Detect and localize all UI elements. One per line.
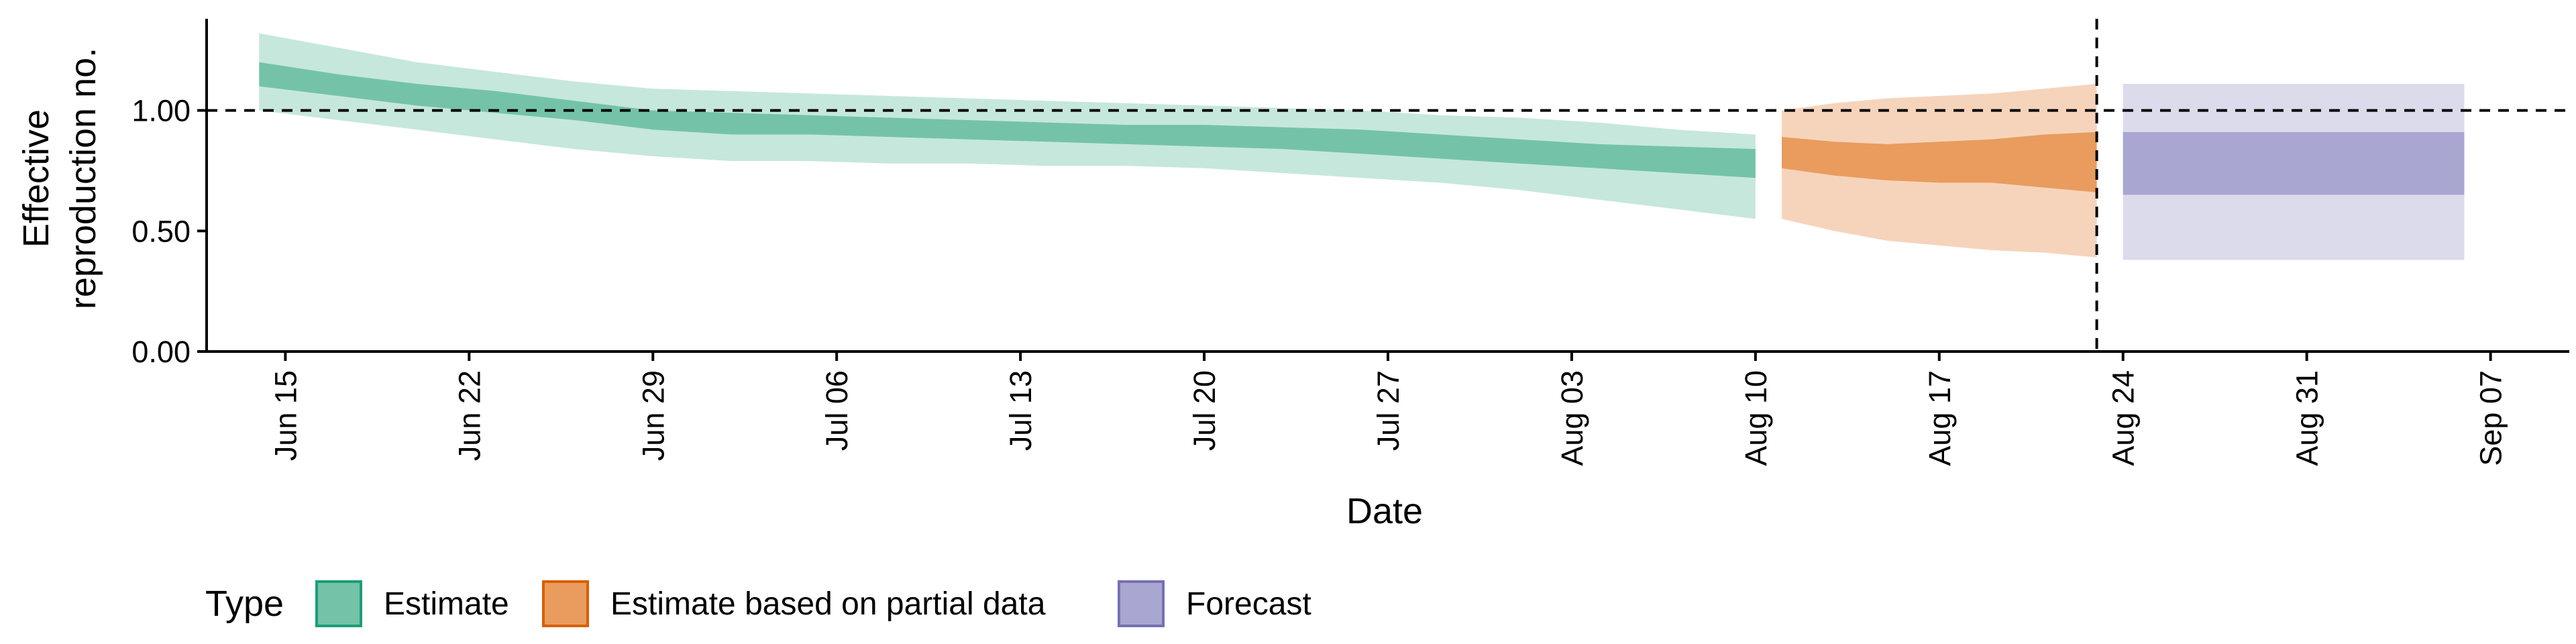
axes: 0.00 0.50 1.00 Jun 15 Jun 22 Jun 29 Jul 06 Jul … bbox=[131, 19, 2569, 466]
forecast-inner-band bbox=[2123, 131, 2465, 195]
estimate-inner-band bbox=[259, 62, 1756, 178]
legend-swatch bbox=[1118, 580, 1165, 627]
legend-label: Estimate based on partial data bbox=[610, 586, 1046, 622]
x-tick-label: Jul 13 bbox=[1004, 370, 1038, 451]
legend-label: Estimate bbox=[384, 586, 509, 622]
x-tick-label: Aug 10 bbox=[1739, 370, 1773, 466]
legend-item: Estimate based on partial data bbox=[542, 580, 1046, 627]
ribbon-bands bbox=[259, 33, 2465, 260]
legend: Type Estimate Estimate based on partial da… bbox=[205, 580, 1311, 627]
x-axis-label: Date bbox=[1346, 491, 1423, 531]
x-tick-label: Jun 22 bbox=[452, 370, 486, 461]
legend-item: Forecast bbox=[1118, 580, 1311, 627]
y-axis-label-line: Effective bbox=[16, 109, 56, 248]
y-tick-label: 1.00 bbox=[131, 94, 191, 128]
legend-swatch bbox=[315, 580, 362, 627]
y-axis-label: Effective reproduction no. bbox=[16, 48, 103, 309]
x-tick-label: Jun 29 bbox=[636, 370, 670, 461]
y-tick-label: 0.00 bbox=[131, 335, 191, 369]
x-tick-label: Jul 06 bbox=[820, 370, 854, 451]
x-tick-label: Aug 03 bbox=[1555, 370, 1589, 466]
x-tick-label: Aug 31 bbox=[2290, 370, 2324, 466]
series-forecast bbox=[2123, 84, 2465, 260]
x-tick-label: Aug 17 bbox=[1923, 370, 1957, 466]
series-estimate-based-on-partial-data bbox=[1782, 84, 2097, 258]
legend-item: Estimate bbox=[315, 580, 509, 627]
y-tick-label: 0.50 bbox=[131, 214, 191, 248]
x-tick-label: Jun 15 bbox=[268, 370, 303, 461]
legend-label: Forecast bbox=[1186, 586, 1311, 622]
y-axis-label-line: reproduction no. bbox=[63, 48, 103, 309]
x-tick-label: Aug 24 bbox=[2106, 370, 2141, 466]
x-tick-label: Sep 07 bbox=[2474, 370, 2508, 466]
legend-swatch bbox=[542, 580, 589, 627]
x-tick-label: Jul 27 bbox=[1371, 370, 1405, 451]
x-tick-label: Jul 20 bbox=[1187, 370, 1222, 451]
legend-title: Type bbox=[205, 584, 284, 624]
estimate-based-on-partial-data-inner-band bbox=[1782, 131, 2097, 193]
series-estimate bbox=[259, 33, 1756, 219]
